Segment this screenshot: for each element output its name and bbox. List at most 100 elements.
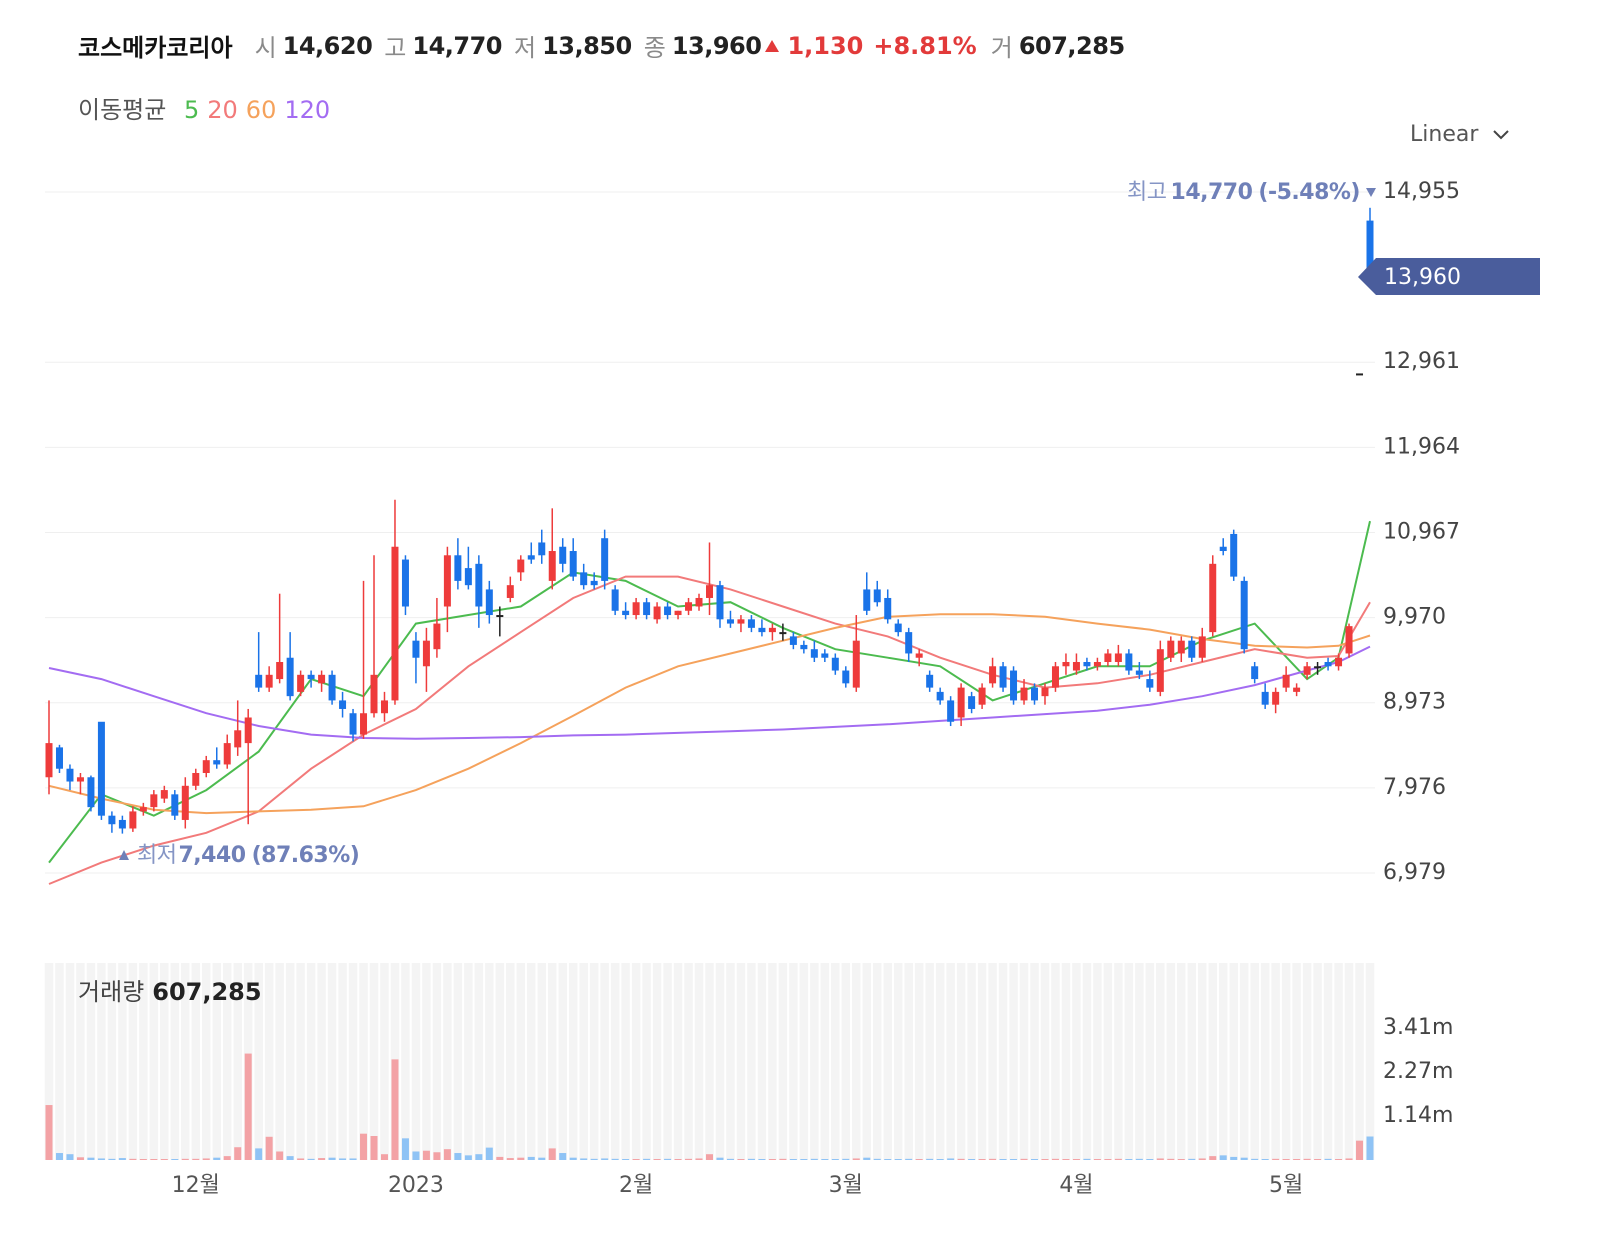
volume-column-bg — [883, 963, 892, 1160]
volume-column-bg — [1124, 963, 1134, 1160]
volume-bar — [1251, 1158, 1259, 1160]
close-label: 종 — [643, 34, 666, 62]
volume-column-bg — [254, 963, 263, 1160]
stock-name: 코스메카코리아 — [78, 34, 233, 62]
volume-column-bg — [1061, 963, 1071, 1160]
ma-legend-entry: 120 — [284, 96, 331, 124]
candle-body — [1146, 679, 1154, 688]
volume-bar — [297, 1158, 305, 1160]
candle-body — [1072, 662, 1080, 671]
volume-column-bg — [841, 963, 851, 1160]
volume-column-bg — [1135, 963, 1144, 1160]
volume-bar — [1272, 1158, 1280, 1160]
volume-bar — [726, 1158, 734, 1160]
volume-bar — [1146, 1159, 1154, 1160]
y-tick-label: 10,967 — [1383, 519, 1460, 544]
volume-column-bg — [726, 963, 735, 1160]
volume-column-bg — [275, 963, 284, 1160]
volume-title: 거래량 607,285 — [78, 978, 262, 1006]
candle-body — [485, 589, 493, 616]
candle-body — [87, 777, 95, 808]
candle-body — [171, 794, 179, 816]
scale-label[interactable]: Linear — [1410, 122, 1479, 147]
volume-column-bg — [1292, 963, 1301, 1160]
candle-body — [580, 572, 588, 586]
candle-body — [1167, 640, 1175, 658]
candle-body — [842, 670, 850, 684]
candle-body — [380, 700, 388, 714]
volume-column-bg — [160, 963, 169, 1160]
y-tick-label: 7,976 — [1383, 775, 1446, 800]
candle-body — [412, 640, 420, 658]
ma-legend: 이동평균 5 20 60 120 — [78, 90, 338, 125]
volume-bar — [464, 1155, 472, 1160]
volume-column-bg — [181, 963, 190, 1160]
candle-body — [831, 657, 839, 671]
volume-bar — [506, 1158, 514, 1160]
volume-column-bg — [1103, 963, 1113, 1160]
volume-column-bg — [715, 963, 725, 1160]
volume-column-bg — [338, 963, 347, 1160]
candle-body — [999, 666, 1007, 688]
y-tick-label: 6,979 — [1383, 860, 1446, 885]
volume-column-bg — [547, 963, 557, 1160]
volume-column-bg — [852, 963, 861, 1160]
volume-bar — [1240, 1157, 1248, 1160]
candle-body — [1051, 666, 1059, 688]
candle-body — [422, 640, 430, 667]
volume-column-bg — [327, 963, 337, 1160]
volume-bar — [611, 1158, 619, 1160]
candle-body — [1240, 580, 1248, 650]
volume-column-bg — [359, 963, 368, 1160]
volume-column-bg — [914, 963, 924, 1160]
candle-body — [360, 713, 368, 735]
volume-bar — [664, 1158, 672, 1160]
volume-column-bg — [1355, 963, 1364, 1160]
candle-body — [1093, 662, 1101, 667]
volume-column-bg — [893, 963, 903, 1160]
volume-column-bg — [1271, 963, 1280, 1160]
volume-bar — [968, 1159, 976, 1160]
x-tick-label: 2023 — [388, 1173, 444, 1198]
candle-body — [947, 700, 955, 722]
volume-bar — [632, 1159, 640, 1160]
volume-bar — [223, 1156, 231, 1160]
candle-body — [1114, 653, 1122, 663]
candle-body — [706, 585, 713, 598]
candle-body — [506, 585, 514, 598]
volume-column-bg — [537, 963, 546, 1160]
volume-column-bg — [44, 963, 54, 1160]
volume-column-bg — [317, 963, 326, 1160]
candle-body — [821, 653, 829, 658]
volume-bar — [213, 1157, 221, 1160]
volume-bar — [1335, 1159, 1343, 1160]
candle-body — [747, 619, 755, 628]
candle-body — [695, 597, 703, 607]
candle-body — [685, 602, 693, 611]
candle-body — [590, 580, 598, 586]
candle-body — [202, 760, 210, 773]
volume-column-bg — [55, 963, 64, 1160]
volume-bar — [360, 1133, 368, 1160]
volume-bar — [915, 1159, 923, 1160]
chevron[interactable] — [1492, 129, 1510, 141]
volume-column-bg — [1051, 963, 1060, 1160]
volume-column-bg — [1229, 963, 1238, 1160]
volume-bar — [87, 1157, 95, 1160]
up-arrow — [765, 39, 780, 52]
candle-body — [926, 674, 934, 688]
volume-column-bg — [694, 963, 704, 1160]
candle-body — [307, 674, 315, 680]
candle-body — [936, 691, 944, 701]
volume-bar — [160, 1159, 168, 1160]
volume-column-bg — [631, 963, 641, 1160]
candle-body — [873, 589, 881, 603]
volume-bar — [706, 1154, 713, 1160]
volume-column-bg — [380, 963, 389, 1160]
volume-bar — [1177, 1159, 1185, 1160]
volume-bar — [475, 1154, 483, 1160]
volume-bar — [852, 1158, 860, 1160]
scale-dropdown[interactable]: Linear — [1410, 122, 1510, 147]
volume-bar — [443, 1149, 451, 1160]
